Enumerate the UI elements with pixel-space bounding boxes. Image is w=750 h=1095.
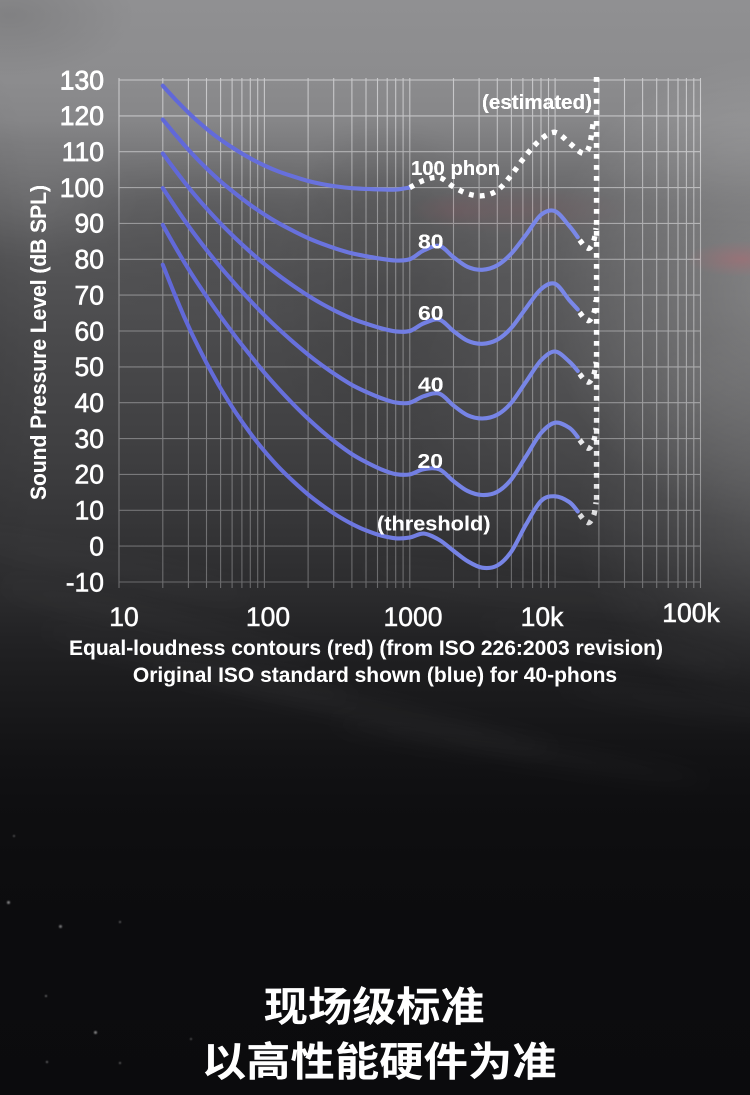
svg-text:60: 60 [75, 316, 104, 346]
svg-text:130: 130 [60, 65, 104, 95]
svg-text:20: 20 [418, 451, 444, 473]
svg-text:30: 30 [75, 424, 104, 454]
svg-text:Original ISO standard shown (b: Original ISO standard shown (blue) for 4… [133, 664, 617, 687]
svg-text:80: 80 [418, 232, 444, 254]
svg-text:10k: 10k [521, 602, 564, 632]
svg-text:-10: -10 [66, 567, 104, 597]
svg-text:90: 90 [75, 209, 104, 239]
svg-text:60: 60 [418, 303, 444, 325]
svg-text:0: 0 [89, 531, 104, 561]
svg-text:70: 70 [75, 280, 104, 310]
svg-text:(threshold): (threshold) [377, 514, 491, 536]
svg-text:40: 40 [418, 375, 444, 397]
svg-text:100k: 100k [662, 598, 720, 628]
svg-text:50: 50 [75, 352, 104, 382]
svg-text:80: 80 [75, 245, 104, 275]
svg-text:100 phon: 100 phon [411, 158, 500, 180]
svg-text:40: 40 [75, 388, 104, 418]
svg-text:Sound Pressure Level (dB SPL): Sound Pressure Level (dB SPL) [26, 185, 51, 500]
svg-text:20: 20 [75, 460, 104, 490]
svg-text:120: 120 [60, 101, 104, 131]
svg-text:Equal-loudness contours (red): Equal-loudness contours (red) (from ISO … [69, 637, 663, 660]
svg-text:10: 10 [109, 602, 138, 632]
svg-text:10: 10 [75, 496, 104, 526]
svg-text:100: 100 [60, 173, 104, 203]
svg-text:1000: 1000 [384, 602, 443, 632]
svg-text:110: 110 [62, 137, 104, 167]
svg-text:(estimated): (estimated) [482, 92, 592, 114]
svg-text:100: 100 [246, 602, 290, 632]
